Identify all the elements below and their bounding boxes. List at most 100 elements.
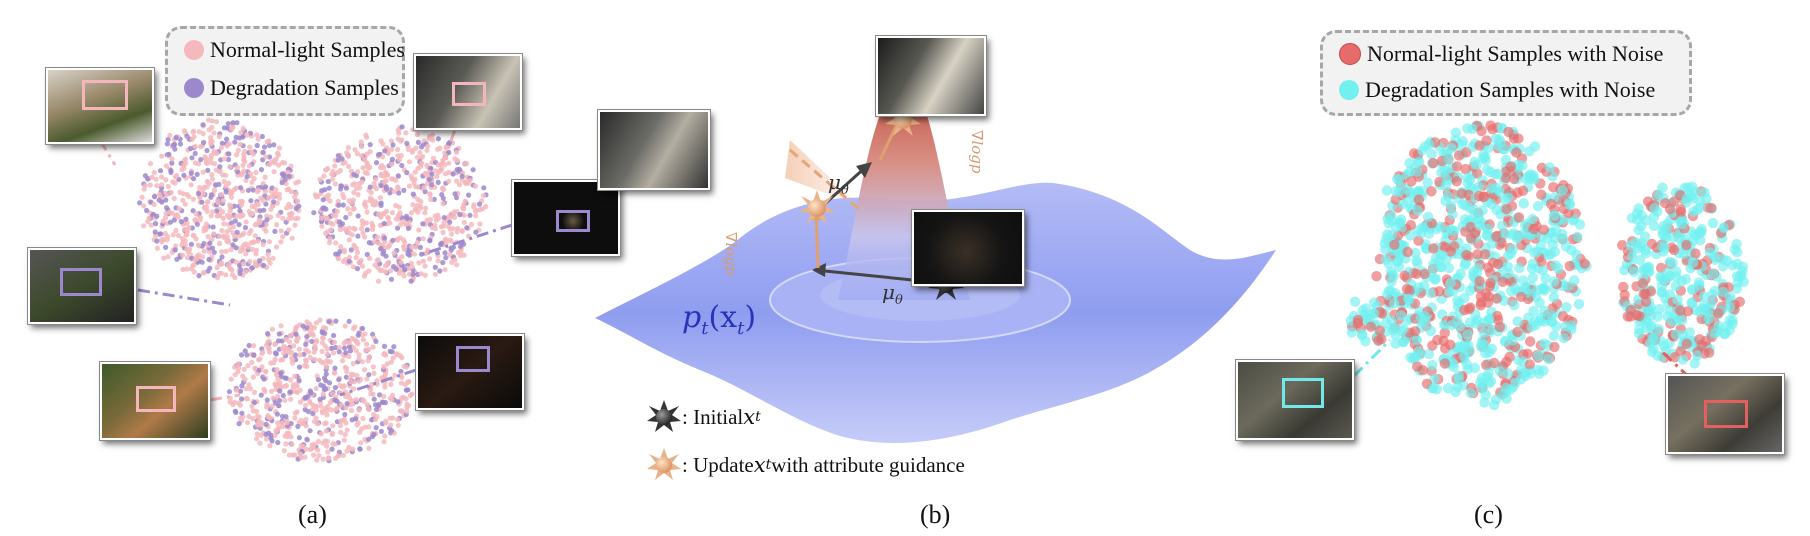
scatter-point bbox=[374, 234, 380, 240]
thumb-dog-dark bbox=[416, 334, 524, 410]
scatter-point bbox=[429, 132, 436, 138]
scatter-point bbox=[235, 169, 241, 175]
scatter-point bbox=[165, 183, 171, 190]
scatter-point bbox=[205, 167, 211, 173]
scatter-point bbox=[215, 199, 221, 205]
scatter-point bbox=[295, 198, 301, 204]
scatter-point bbox=[174, 256, 180, 262]
scatter-point bbox=[194, 221, 200, 227]
scatter-point bbox=[318, 403, 324, 409]
scatter-point bbox=[400, 394, 406, 400]
scatter-point bbox=[1426, 186, 1437, 197]
scatter-point bbox=[237, 141, 243, 147]
scatter-point bbox=[196, 252, 202, 258]
scatter-point bbox=[230, 120, 236, 126]
scatter-point bbox=[1637, 278, 1648, 289]
scatter-point bbox=[388, 422, 394, 428]
scatter-point bbox=[1472, 249, 1483, 260]
scatter-point bbox=[294, 409, 300, 415]
scatter-point bbox=[232, 139, 238, 145]
scatter-point bbox=[233, 134, 239, 140]
scatter-point bbox=[327, 359, 333, 365]
scatter-point bbox=[265, 413, 271, 419]
scatter-point bbox=[1465, 387, 1477, 399]
scatter-point bbox=[373, 199, 379, 205]
scatter-point bbox=[1518, 275, 1529, 286]
scatter-point bbox=[378, 245, 384, 252]
scatter-point bbox=[243, 241, 249, 247]
scatter-point bbox=[429, 171, 435, 177]
scatter-point bbox=[388, 428, 395, 434]
scatter-point bbox=[289, 349, 295, 355]
scatter-point bbox=[424, 217, 430, 223]
scatter-point bbox=[154, 238, 160, 244]
scatter-point bbox=[268, 214, 274, 220]
scatter-point bbox=[308, 390, 314, 396]
scatter-point bbox=[1527, 213, 1538, 225]
scatter-point bbox=[1401, 283, 1413, 295]
scatter-point bbox=[1428, 383, 1439, 394]
scatter-point bbox=[320, 205, 326, 211]
scatter-point bbox=[303, 446, 309, 452]
scatter-point bbox=[426, 177, 432, 183]
scatter-point bbox=[1388, 270, 1399, 282]
scatter-point bbox=[1666, 315, 1677, 327]
scatter-point bbox=[329, 171, 335, 177]
scatter-point bbox=[406, 159, 413, 165]
scatter-point bbox=[335, 157, 341, 163]
scatter-point bbox=[225, 239, 232, 245]
scatter-point bbox=[1536, 256, 1547, 268]
scatter-point bbox=[427, 237, 433, 243]
scatter-point bbox=[417, 244, 423, 250]
scatter-point bbox=[1703, 308, 1714, 319]
scatter-point bbox=[171, 142, 177, 148]
scatter-point bbox=[152, 229, 158, 235]
scatter-point bbox=[199, 199, 205, 205]
scatter-point bbox=[410, 191, 416, 197]
scatter-point bbox=[407, 392, 413, 399]
scatter-point bbox=[326, 185, 332, 191]
scatter-point bbox=[370, 331, 376, 337]
scatter-point bbox=[1491, 231, 1502, 242]
scatter-point bbox=[1634, 311, 1645, 322]
scatter-point bbox=[1532, 201, 1544, 212]
scatter-point bbox=[1561, 302, 1572, 313]
scatter-point bbox=[354, 151, 360, 157]
scatter-point bbox=[292, 222, 298, 228]
scatter-point bbox=[281, 448, 287, 454]
scatter-point bbox=[328, 407, 334, 413]
scatter-point bbox=[272, 350, 279, 356]
scatter-point bbox=[332, 163, 338, 169]
scatter-point bbox=[173, 243, 179, 249]
scatter-point bbox=[223, 272, 229, 278]
scatter-point bbox=[359, 218, 365, 224]
scatter-point bbox=[240, 261, 247, 267]
scatter-point bbox=[296, 203, 302, 209]
scatter-point bbox=[359, 144, 365, 150]
scatter-point bbox=[381, 364, 387, 370]
scatter-point bbox=[371, 181, 377, 187]
scatter-point bbox=[243, 269, 249, 275]
scatter-point bbox=[249, 203, 255, 209]
scatter-point bbox=[224, 136, 230, 142]
scatter-point bbox=[338, 183, 345, 189]
scatter-point bbox=[353, 173, 359, 179]
scatter-point bbox=[389, 349, 395, 355]
scatter-point bbox=[177, 141, 184, 147]
scatter-point bbox=[265, 251, 271, 258]
scatter-point bbox=[211, 130, 217, 136]
scatter-point bbox=[1485, 376, 1497, 387]
scatter-point bbox=[388, 276, 395, 282]
scatter-point bbox=[461, 202, 467, 208]
scatter-point bbox=[141, 203, 147, 209]
scatter-point bbox=[244, 352, 250, 358]
scatter-point bbox=[1495, 137, 1506, 148]
scatter-point bbox=[471, 204, 477, 210]
scatter-point bbox=[1399, 270, 1410, 281]
scatter-point bbox=[236, 421, 242, 427]
scatter-point bbox=[293, 180, 299, 186]
scatter-point bbox=[163, 197, 169, 203]
scatter-point bbox=[248, 149, 254, 155]
scatter-point bbox=[346, 353, 352, 359]
scatter-point bbox=[1533, 350, 1544, 361]
